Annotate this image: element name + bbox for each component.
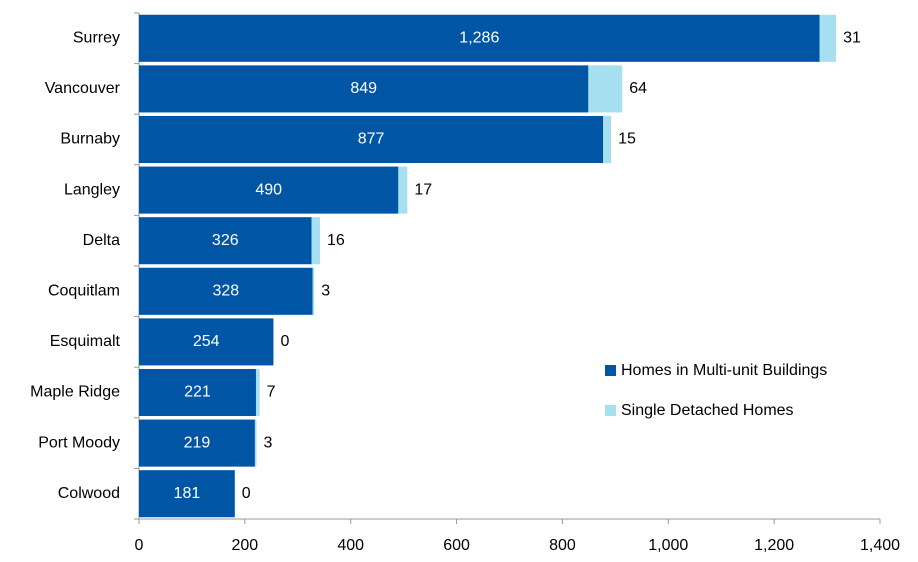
x-tick-label: 1,400 bbox=[860, 537, 900, 554]
bar-segment bbox=[139, 267, 313, 315]
value-label: 326 bbox=[212, 232, 239, 249]
x-tick-label: 1,000 bbox=[648, 537, 688, 554]
value-label: 17 bbox=[414, 181, 432, 198]
y-tick-label: Coquitlam bbox=[48, 283, 120, 300]
bar-segment bbox=[312, 267, 315, 315]
bar-segment bbox=[139, 419, 255, 467]
value-label: 16 bbox=[327, 232, 345, 249]
y-tick-label: Port Moody bbox=[38, 434, 120, 451]
x-tick-label: 400 bbox=[337, 537, 364, 554]
x-tick-label: 1,200 bbox=[754, 537, 794, 554]
y-tick-label: Burnaby bbox=[60, 131, 120, 148]
value-label: 181 bbox=[174, 485, 201, 502]
bar-segment bbox=[139, 217, 312, 265]
y-tick-label: Vancouver bbox=[45, 80, 121, 97]
x-tick-label: 800 bbox=[549, 537, 576, 554]
x-tick-label: 200 bbox=[232, 537, 259, 554]
value-label: 221 bbox=[184, 384, 211, 401]
value-label: 877 bbox=[358, 131, 385, 148]
y-tick-label: Colwood bbox=[58, 485, 120, 502]
value-label: 328 bbox=[212, 283, 239, 300]
legend-swatch bbox=[605, 365, 616, 376]
value-label: 1,286 bbox=[459, 30, 499, 47]
y-tick-label: Delta bbox=[83, 232, 120, 249]
value-label: 219 bbox=[184, 434, 211, 451]
y-tick-label: Langley bbox=[64, 181, 120, 198]
value-label: 7 bbox=[267, 384, 276, 401]
bar-segment bbox=[819, 14, 837, 62]
bar-segment bbox=[139, 166, 399, 214]
bar-segment bbox=[311, 217, 321, 265]
value-label: 31 bbox=[843, 30, 861, 47]
bar-segment bbox=[603, 115, 612, 164]
value-label: 849 bbox=[350, 80, 377, 97]
y-tick-label: Esquimalt bbox=[50, 333, 121, 350]
bar-segment bbox=[588, 65, 623, 113]
bar-segment bbox=[398, 166, 408, 214]
value-label: 254 bbox=[193, 333, 220, 350]
value-label: 3 bbox=[264, 434, 273, 451]
legend-label: Homes in Multi-unit Buildings bbox=[621, 362, 827, 379]
bar-segment bbox=[255, 368, 260, 417]
bar-segment bbox=[139, 115, 604, 164]
bar-segment bbox=[139, 368, 256, 417]
value-label: 490 bbox=[255, 181, 282, 198]
bar-segment bbox=[254, 419, 257, 467]
legend-label: Single Detached Homes bbox=[621, 402, 794, 419]
y-tick-label: Maple Ridge bbox=[30, 384, 120, 401]
y-tick-label: Surrey bbox=[73, 30, 120, 47]
value-label: 64 bbox=[629, 80, 647, 97]
x-tick-label: 600 bbox=[443, 537, 470, 554]
x-tick-label: 0 bbox=[135, 537, 144, 554]
bar-segment bbox=[139, 318, 274, 366]
legend-swatch bbox=[605, 405, 616, 416]
bar-segment bbox=[139, 470, 235, 518]
value-label: 0 bbox=[280, 333, 289, 350]
value-label: 0 bbox=[242, 485, 251, 502]
value-label: 15 bbox=[618, 131, 636, 148]
bar-segment bbox=[139, 65, 589, 113]
value-label: 3 bbox=[321, 283, 330, 300]
bar-segment bbox=[139, 14, 820, 62]
